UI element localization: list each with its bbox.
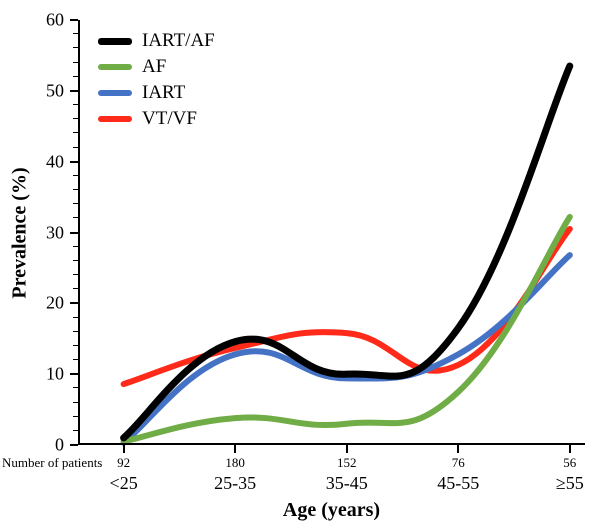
legend-label: IART/AF — [142, 30, 215, 52]
x-tick — [569, 445, 571, 453]
n-patients-value: 56 — [563, 455, 576, 471]
y-minor-tick — [73, 260, 78, 261]
series-iart — [124, 255, 570, 443]
x-tick-label: ≥55 — [556, 473, 584, 494]
y-tick-label: 20 — [0, 293, 64, 314]
y-minor-tick — [73, 175, 78, 176]
y-minor-tick — [73, 246, 78, 247]
y-minor-tick — [73, 104, 78, 105]
y-tick — [70, 444, 78, 446]
legend-item-iart_af: IART/AF — [98, 30, 215, 52]
legend-label: IART — [142, 82, 185, 104]
x-tick-label: 25-35 — [214, 473, 256, 494]
y-tick — [70, 90, 78, 92]
y-minor-tick — [73, 359, 78, 360]
legend-item-vt_vf: VT/VF — [98, 108, 215, 130]
x-tick-label: 45-55 — [437, 473, 479, 494]
legend-swatch — [98, 116, 132, 122]
x-tick — [123, 445, 125, 453]
legend-swatch — [98, 90, 132, 96]
x-axis-label: Age (years) — [283, 499, 380, 522]
y-minor-tick — [73, 274, 78, 275]
legend-label: VT/VF — [142, 108, 197, 130]
legend-swatch — [98, 64, 132, 70]
y-minor-tick — [73, 217, 78, 218]
y-tick-label: 10 — [0, 364, 64, 385]
y-tick — [70, 19, 78, 21]
n-patients-value: 92 — [117, 455, 130, 471]
y-tick — [70, 232, 78, 234]
legend-swatch — [98, 38, 132, 45]
y-minor-tick — [73, 62, 78, 63]
legend-label: AF — [142, 56, 166, 78]
y-minor-tick — [73, 430, 78, 431]
y-minor-tick — [73, 387, 78, 388]
y-minor-tick — [73, 203, 78, 204]
y-tick-label: 0 — [0, 435, 64, 456]
chart-lines — [0, 0, 601, 529]
legend-item-iart: IART — [98, 82, 215, 104]
y-minor-tick — [73, 147, 78, 148]
chart-container: Prevalence (%) Age (years) Number of pat… — [0, 0, 601, 529]
y-minor-tick — [73, 345, 78, 346]
y-tick-label: 60 — [0, 10, 64, 31]
legend: IART/AF AF IART VT/VF — [98, 30, 215, 134]
y-tick — [70, 161, 78, 163]
y-tick-label: 30 — [0, 222, 64, 243]
y-minor-tick — [73, 118, 78, 119]
n-patients-value: 152 — [337, 455, 357, 471]
y-tick-label: 50 — [0, 80, 64, 101]
x-tick — [457, 445, 459, 453]
y-minor-tick — [73, 402, 78, 403]
x-axis — [78, 443, 585, 445]
y-tick-label: 40 — [0, 151, 64, 172]
y-minor-tick — [73, 288, 78, 289]
legend-item-af: AF — [98, 56, 215, 78]
y-minor-tick — [73, 331, 78, 332]
x-tick — [346, 445, 348, 453]
y-minor-tick — [73, 33, 78, 34]
x-tick-label: 35-45 — [326, 473, 368, 494]
n-patients-value: 180 — [225, 455, 245, 471]
y-minor-tick — [73, 317, 78, 318]
y-minor-tick — [73, 416, 78, 417]
y-minor-tick — [73, 76, 78, 77]
n-patients-value: 76 — [452, 455, 465, 471]
n-patients-title: Number of patients — [2, 455, 102, 471]
y-axis — [78, 20, 80, 445]
y-tick — [70, 373, 78, 375]
y-minor-tick — [73, 47, 78, 48]
y-minor-tick — [73, 132, 78, 133]
x-tick — [234, 445, 236, 453]
x-tick-label: <25 — [110, 473, 138, 494]
y-tick — [70, 302, 78, 304]
y-minor-tick — [73, 189, 78, 190]
